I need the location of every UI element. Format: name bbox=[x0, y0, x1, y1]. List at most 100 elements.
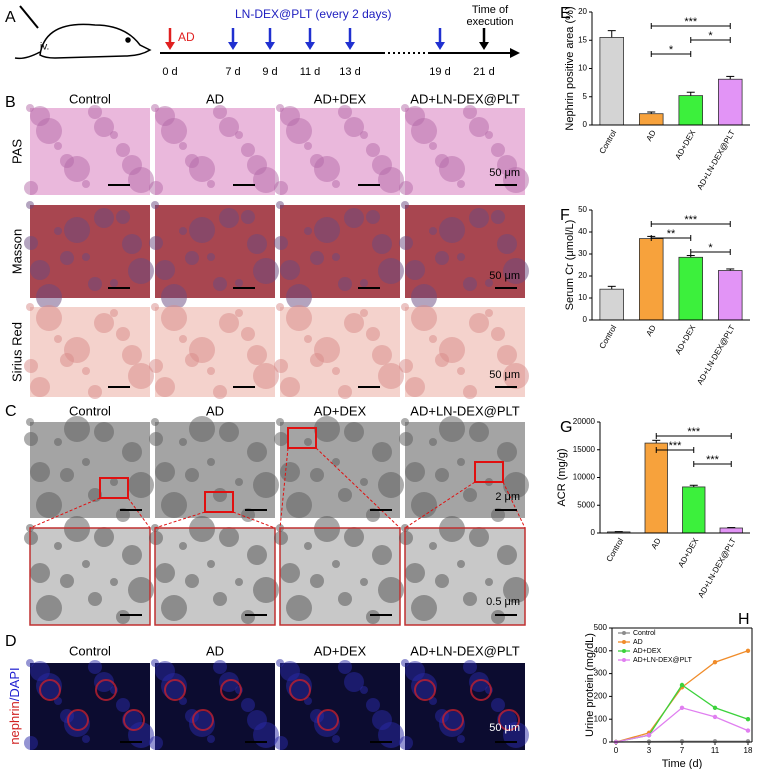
significance-label: * bbox=[708, 30, 713, 42]
scale-bar-label: 50 μm bbox=[489, 369, 520, 381]
histology-image-texture bbox=[401, 303, 409, 311]
column-label: Control bbox=[69, 643, 111, 658]
fluorescence-image-texture bbox=[207, 735, 215, 743]
histology-image-texture bbox=[405, 260, 425, 280]
tem-zoom-image-texture bbox=[344, 527, 364, 547]
timeline-arrowhead bbox=[265, 42, 275, 50]
histology-image-texture bbox=[128, 363, 154, 389]
tem-zoom-image-texture bbox=[110, 578, 118, 586]
legend-label: AD bbox=[633, 639, 643, 646]
tem-zoom-image-texture bbox=[399, 531, 413, 545]
y-tick-label: 5 bbox=[583, 92, 588, 101]
fluorescence-image-texture bbox=[241, 698, 255, 712]
data-point bbox=[745, 739, 751, 744]
y-tick-label: 20 bbox=[578, 271, 587, 280]
tem-image-texture bbox=[314, 416, 340, 442]
y-tick-label: 50 bbox=[578, 205, 587, 214]
y-axis-label: Nephrin positive area (%) bbox=[564, 6, 576, 130]
histology-image-texture bbox=[116, 210, 130, 224]
tem-zoom-image-texture bbox=[64, 516, 90, 542]
mouse-icon bbox=[14, 5, 152, 60]
tem-zoom-image-texture bbox=[24, 531, 38, 545]
histology-image-texture bbox=[469, 313, 489, 333]
x-tick-label: AD bbox=[649, 536, 662, 550]
histology-image-texture bbox=[26, 303, 34, 311]
tem-image-texture bbox=[469, 422, 489, 442]
histology-image-texture bbox=[219, 117, 239, 137]
fluorescence-image-texture bbox=[30, 661, 50, 681]
timeline-day-label: 0 d bbox=[162, 66, 177, 78]
histology-image-texture bbox=[94, 313, 114, 333]
nephrin-signal bbox=[95, 679, 117, 701]
histology-image-texture bbox=[401, 201, 409, 209]
row-label: Sirius Red bbox=[9, 322, 24, 382]
column-label: AD+LN-DEX@PLT bbox=[410, 403, 519, 418]
x-tick-label: AD+DEX bbox=[673, 323, 697, 356]
histology-image-texture bbox=[24, 181, 38, 195]
timeline-arrowhead bbox=[228, 42, 238, 50]
histology-image-texture bbox=[110, 309, 118, 317]
column-label: AD+DEX bbox=[314, 403, 367, 418]
legend-label: AD+LN-DEX@PLT bbox=[633, 657, 693, 664]
nephrin-signal bbox=[39, 679, 61, 701]
histology-image-texture bbox=[399, 181, 413, 195]
y-axis-label: ACR (mg/g) bbox=[556, 448, 568, 506]
histology-image-texture bbox=[94, 117, 114, 137]
fluorescence-image-texture bbox=[219, 672, 239, 692]
histology-image-texture bbox=[24, 236, 38, 250]
tem-image-texture bbox=[36, 492, 62, 518]
zoom-frame bbox=[279, 527, 401, 626]
tem-image-texture bbox=[378, 472, 404, 498]
tem-zoom-image-texture bbox=[491, 610, 505, 624]
tem-image-texture bbox=[110, 478, 118, 486]
tem-image-texture bbox=[189, 416, 215, 442]
tem-zoom-image-texture bbox=[274, 531, 288, 545]
y-tick-label: 20 bbox=[578, 7, 587, 16]
fluorescence-image-texture bbox=[64, 711, 90, 737]
histology-image-texture bbox=[213, 277, 227, 291]
timeline-day-label: 11 d bbox=[300, 66, 321, 78]
histology-image-texture bbox=[310, 251, 324, 265]
x-tick-label: AD bbox=[644, 128, 657, 142]
histology-image-texture bbox=[54, 142, 62, 150]
tem-zoom-image-texture bbox=[161, 595, 187, 621]
histology-image-texture bbox=[338, 105, 352, 119]
tem-image-texture bbox=[116, 508, 130, 522]
histology-image-texture bbox=[274, 236, 288, 250]
zoom-box bbox=[99, 477, 129, 499]
histology-image-texture bbox=[286, 305, 312, 331]
bar bbox=[644, 442, 668, 534]
tem-zoom-image-texture bbox=[116, 610, 130, 624]
histology-image-texture bbox=[439, 217, 465, 243]
histology-image-texture bbox=[280, 106, 300, 126]
tem-image-texture bbox=[372, 442, 392, 462]
histology-image-texture bbox=[207, 180, 215, 188]
histology-image-texture bbox=[207, 367, 215, 375]
tem-image-texture bbox=[247, 442, 267, 462]
row-label: Masson bbox=[9, 229, 24, 275]
histology-image-texture bbox=[235, 309, 243, 317]
fluorescence-image-texture bbox=[372, 710, 392, 730]
histology-image-texture bbox=[491, 327, 505, 341]
fluorescence-image-texture bbox=[94, 672, 114, 692]
tem-image-texture bbox=[457, 458, 465, 466]
histology-image-texture bbox=[497, 155, 517, 175]
histology-image-texture bbox=[179, 142, 187, 150]
tem-zoom-image-texture bbox=[310, 574, 324, 588]
histology-image-texture bbox=[276, 201, 284, 209]
scale-bar-label: 50 μm bbox=[489, 270, 520, 282]
tem-image-texture bbox=[497, 442, 517, 462]
tem-zoom-image-texture bbox=[94, 527, 114, 547]
tem-zoom-image-texture bbox=[314, 516, 340, 542]
histology-image-texture bbox=[185, 251, 199, 265]
fluorescence-image-texture bbox=[332, 735, 340, 743]
zoom-frame bbox=[404, 527, 526, 626]
tem-zoom-image-texture bbox=[429, 542, 437, 550]
tem-zoom-image-texture bbox=[54, 542, 62, 550]
histology-image-texture bbox=[60, 251, 74, 265]
tem-image-texture bbox=[310, 468, 324, 482]
data-point bbox=[646, 732, 652, 738]
histology-image-texture bbox=[314, 337, 340, 363]
histology-image-texture bbox=[497, 234, 517, 254]
